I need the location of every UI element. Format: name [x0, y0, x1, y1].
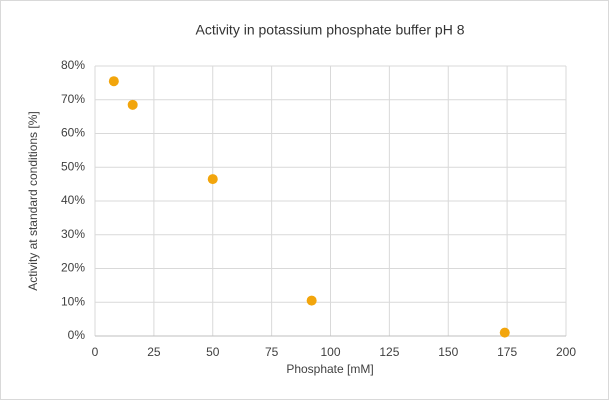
- y-axis-label: Activity at standard conditions [%]: [26, 111, 40, 290]
- x-tick-label: 75: [265, 345, 279, 359]
- chart-title: Activity in potassium phosphate buffer p…: [195, 22, 464, 38]
- y-tick-label: 70%: [61, 92, 85, 106]
- x-tick-label: 175: [497, 345, 517, 359]
- x-tick-label: 200: [556, 345, 576, 359]
- point: [306, 295, 317, 306]
- x-tick-label: 150: [438, 345, 458, 359]
- x-tick-label: 125: [379, 345, 399, 359]
- y-tick-label: 50%: [61, 159, 85, 173]
- y-tick-label: 80%: [61, 58, 85, 72]
- point: [499, 327, 510, 338]
- y-tick-label: 0%: [68, 328, 86, 342]
- point: [108, 76, 119, 87]
- x-tick-label: 100: [320, 345, 340, 359]
- y-tick-label: 40%: [61, 193, 85, 207]
- y-tick-label: 30%: [61, 227, 85, 241]
- x-tick-label: 50: [206, 345, 220, 359]
- point: [207, 174, 218, 185]
- x-axis-label: Phosphate [mM]: [286, 362, 373, 376]
- y-tick-label: 60%: [61, 126, 85, 140]
- x-tick-label: 25: [147, 345, 161, 359]
- point: [127, 99, 138, 110]
- x-tick-label: 0: [92, 345, 99, 359]
- y-tick-label: 20%: [61, 261, 85, 275]
- y-tick-label: 10%: [61, 294, 85, 308]
